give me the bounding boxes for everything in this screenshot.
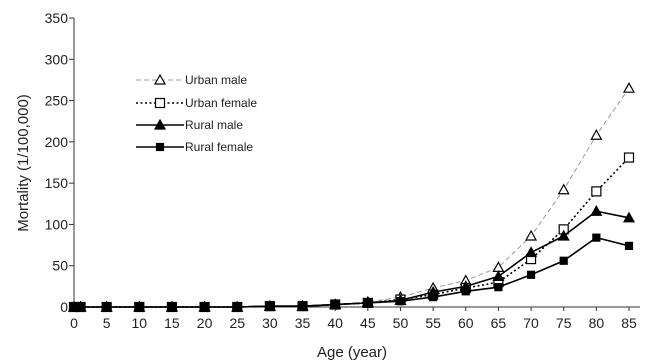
data-point (559, 256, 568, 265)
y-tick-label: 100 (45, 216, 69, 232)
x-tick-label: 60 (458, 315, 474, 331)
legend-item: Urban male (136, 73, 247, 87)
x-tick-label: 40 (327, 315, 343, 331)
series-3 (67, 204, 636, 312)
x-tick-label: 15 (164, 315, 180, 331)
x-tick-label: 20 (197, 315, 213, 331)
x-tick-label: 30 (262, 315, 278, 331)
x-tick-label: 35 (295, 315, 311, 331)
data-point (396, 297, 405, 306)
legend-label: Urban female (185, 96, 257, 110)
data-point (525, 229, 538, 241)
data-point (265, 302, 274, 311)
y-tick-label: 250 (45, 93, 69, 109)
y-axis-title: Mortality (1/100,000) (15, 94, 32, 232)
legend-marker (154, 97, 166, 109)
data-point (624, 241, 634, 250)
y-tick-label: 350 (45, 10, 69, 26)
x-tick-label: 55 (425, 315, 441, 331)
legend-marker (153, 118, 167, 130)
series-line (74, 87, 630, 308)
legend-marker (153, 73, 167, 85)
data-point (590, 204, 603, 216)
data-point (135, 302, 144, 312)
y-tick-label: 200 (45, 134, 69, 150)
legend-label: Rural male (185, 118, 243, 132)
y-tick-label: 0 (60, 299, 68, 315)
data-point (461, 287, 470, 296)
series-line (74, 210, 630, 308)
legend-label: Urban male (185, 73, 247, 87)
data-point (622, 81, 636, 93)
legend-item: Urban female (136, 96, 257, 110)
x-tick-label: 85 (621, 315, 637, 331)
legend-label: Rural female (185, 140, 253, 154)
x-tick-label: 0 (70, 315, 78, 331)
data-point (526, 270, 536, 279)
series-2 (68, 152, 635, 313)
y-tick-label: 300 (45, 51, 69, 67)
data-point (331, 300, 340, 309)
data-point (623, 152, 635, 163)
x-tick-label: 10 (132, 315, 148, 331)
x-tick-label: 5 (103, 315, 111, 331)
x-tick-label: 50 (393, 315, 409, 331)
data-point (592, 233, 601, 242)
legend: Urban male Urban female Rural male Rural fe… (136, 73, 257, 154)
x-tick-label: 75 (556, 315, 572, 331)
data-point (590, 129, 603, 140)
y-tick-label: 50 (52, 258, 68, 274)
legend-item: Rural female (136, 140, 253, 154)
x-axis-title: Age (year) (317, 344, 387, 361)
data-point (233, 302, 242, 312)
x-tick-label: 70 (523, 315, 539, 331)
data-point (102, 302, 111, 312)
data-point (492, 270, 505, 282)
series (67, 81, 636, 313)
x-tick-label: 80 (589, 315, 605, 331)
x-tick-label: 45 (360, 315, 376, 331)
data-point (591, 186, 602, 197)
data-point (76, 302, 85, 312)
ticks: 0 50 100 150 200 250 300 350 0 5 10 15 20 25 30 35 40 45 5… (45, 10, 637, 331)
series-4 (69, 233, 634, 312)
data-point (525, 246, 538, 258)
data-point (622, 211, 636, 223)
series-line (74, 156, 630, 308)
data-point (200, 302, 209, 312)
data-point (363, 298, 372, 307)
data-point (429, 292, 438, 302)
data-point (167, 302, 177, 312)
series-line (74, 236, 630, 308)
data-point (557, 229, 570, 241)
data-point (298, 302, 307, 311)
legend-marker (155, 142, 165, 152)
x-tick-label: 25 (229, 315, 245, 331)
x-tick-label: 65 (491, 315, 507, 331)
y-tick-label: 150 (45, 175, 69, 191)
data-point (557, 183, 570, 195)
series-1 (67, 81, 636, 312)
legend-item: Rural male (136, 118, 243, 132)
data-point (494, 283, 503, 292)
